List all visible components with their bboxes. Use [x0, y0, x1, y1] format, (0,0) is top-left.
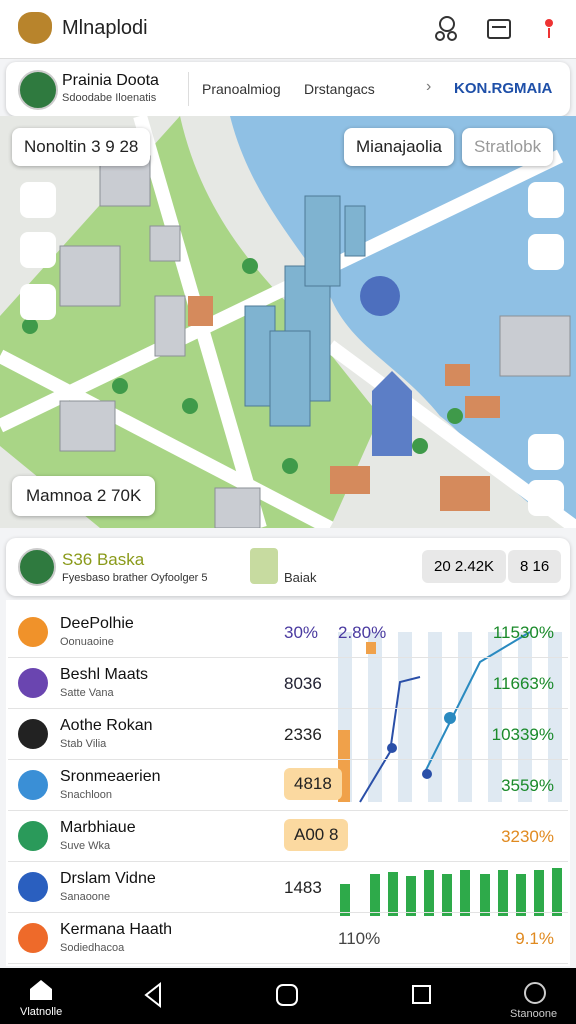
- list-row[interactable]: Drslam Vidne Sanaoone 1483: [8, 862, 568, 913]
- row-subtitle: Satte Vana: [60, 687, 114, 699]
- list-row[interactable]: DeePolhie Oonuaoine 30% 2.80% 11530%: [8, 607, 568, 658]
- row-extra: 2.80%: [338, 623, 387, 642]
- logo: [18, 12, 52, 44]
- row-change: 3559%: [501, 776, 554, 795]
- row-title: Marbhiaue: [60, 819, 136, 836]
- location-chip[interactable]: Nonoltin 3 9 28: [12, 128, 151, 166]
- tab[interactable]: Drstangacs: [304, 81, 375, 97]
- nav-label[interactable]: Vlatnolle: [20, 1006, 63, 1018]
- row-subtitle: Sodiedhacoa: [60, 942, 125, 954]
- row-title: Sronmeaerien: [60, 768, 161, 785]
- header: Mlnaplodi: [0, 0, 576, 59]
- row-subtitle: Sanaoone: [60, 891, 111, 903]
- avatar: [18, 548, 56, 586]
- row-subtitle: Suve Wka: [60, 840, 111, 852]
- row-value: 30%: [284, 623, 319, 642]
- row-title: Drslam Vidne: [60, 870, 156, 887]
- row-icon: [18, 872, 48, 902]
- map-tool[interactable]: [528, 182, 564, 218]
- row-value: 8036: [284, 674, 322, 693]
- map-tool[interactable]: [528, 434, 564, 470]
- map-tool[interactable]: [20, 284, 56, 320]
- row-change: 9.1%: [515, 929, 554, 948]
- row-value: 2336: [284, 725, 322, 744]
- profile-bar: Prainia Doota Sdoodabe Iloenatis Pranoal…: [6, 62, 570, 116]
- row-icon: [18, 719, 48, 749]
- summary-subtitle: Fyesbaso brather Oyfoolger 5: [62, 572, 208, 584]
- row-change: 11530%: [492, 623, 554, 642]
- row-title: DeePolhie: [60, 615, 134, 632]
- row-value: A00 8: [284, 819, 349, 851]
- stat-chip: Mamnoa 2 70K: [12, 476, 156, 516]
- row-icon: [18, 617, 48, 647]
- map-tool[interactable]: [528, 234, 564, 270]
- divider: [188, 72, 189, 106]
- nav-bar: Vlatnolle Stanoone: [0, 968, 576, 1024]
- row-icon: [18, 668, 48, 698]
- profile-subtitle: Sdoodabe Iloenatis: [62, 92, 157, 104]
- chevron: ›: [426, 78, 432, 95]
- row-value: 4818: [284, 768, 342, 800]
- avatar: [18, 70, 58, 110]
- row-value: 1483: [284, 878, 322, 897]
- list-row[interactable]: Sronmeaerien Snachloon 4818 3559%: [8, 760, 568, 811]
- row-subtitle: Stab Vilia: [60, 738, 107, 750]
- summary-chip[interactable]: 20 2.42K: [422, 550, 507, 583]
- row-value: 110%: [338, 929, 381, 948]
- row-icon: [18, 821, 48, 851]
- row-subtitle: Oonuaoine: [60, 636, 114, 648]
- row-change: 10339%: [491, 725, 554, 744]
- row-icon: [18, 923, 48, 953]
- summary-chip[interactable]: 8 16: [508, 550, 562, 583]
- list-row[interactable]: Marbhiaue Suve Wka A00 8 3230%: [8, 811, 568, 862]
- summary-title: S36 Baska: [62, 550, 145, 569]
- header-icons[interactable]: [430, 14, 560, 44]
- map-button[interactable]: Mianajaolia: [344, 128, 454, 166]
- badge: [250, 548, 278, 584]
- row-change: 3230%: [501, 827, 554, 846]
- home-icon[interactable]: [30, 980, 52, 1000]
- list-row[interactable]: Aothe Rokan Stab Vilia 2336 10339%: [8, 709, 568, 760]
- compass-icon[interactable]: [524, 982, 546, 1004]
- map-tool[interactable]: [20, 232, 56, 268]
- nav-label[interactable]: Stanoone: [510, 1008, 558, 1020]
- app-name: Mlnaplodi: [62, 17, 148, 39]
- row-icon: [18, 770, 48, 800]
- tab-active[interactable]: KON.RGMAIA: [454, 80, 553, 97]
- badge-label: Baiak: [284, 570, 317, 585]
- row-title: Aothe Rokan: [60, 717, 153, 734]
- profile-name: Prainia Doota: [62, 72, 159, 89]
- list-row[interactable]: Beshl Maats Satte Vana 8036 11663%: [8, 658, 568, 709]
- map-button[interactable]: Stratlobk: [462, 128, 554, 166]
- map-tool[interactable]: [20, 182, 56, 218]
- row-change: 11663%: [492, 674, 554, 693]
- tab[interactable]: Pranoalmiog: [202, 81, 281, 97]
- row-subtitle: Snachloon: [60, 789, 112, 801]
- map-tool[interactable]: [528, 480, 564, 516]
- row-title: Beshl Maats: [60, 666, 149, 683]
- summary-card: S36 Baska Fyesbaso brather Oyfoolger 5 B…: [6, 538, 570, 596]
- map[interactable]: [0, 116, 576, 528]
- system-buttons[interactable]: [140, 980, 440, 1010]
- list-row[interactable]: Kermana Haath Sodiedhacoa 110% 9.1%: [8, 913, 568, 964]
- row-title: Kermana Haath: [60, 921, 173, 938]
